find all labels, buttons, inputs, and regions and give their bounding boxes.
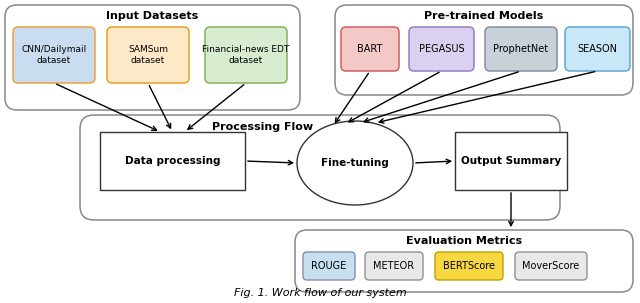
Bar <box>100 132 245 190</box>
FancyBboxPatch shape <box>13 27 95 83</box>
FancyBboxPatch shape <box>295 230 633 292</box>
FancyBboxPatch shape <box>303 252 355 280</box>
FancyBboxPatch shape <box>365 252 423 280</box>
FancyBboxPatch shape <box>80 115 560 220</box>
Text: SEASON: SEASON <box>577 44 618 54</box>
Text: Financial-news EDT
dataset: Financial-news EDT dataset <box>202 45 290 65</box>
Text: MoverScore: MoverScore <box>522 261 580 271</box>
FancyBboxPatch shape <box>409 27 474 71</box>
FancyBboxPatch shape <box>485 27 557 71</box>
Text: BERTScore: BERTScore <box>443 261 495 271</box>
Text: ROUGE: ROUGE <box>312 261 347 271</box>
Text: Fig. 1. Work flow of our system: Fig. 1. Work flow of our system <box>234 288 406 298</box>
Text: ProphetNet: ProphetNet <box>493 44 548 54</box>
FancyBboxPatch shape <box>515 252 587 280</box>
FancyBboxPatch shape <box>565 27 630 71</box>
Text: Data processing: Data processing <box>125 156 220 166</box>
Text: PEGASUS: PEGASUS <box>419 44 464 54</box>
Text: BART: BART <box>357 44 383 54</box>
Text: Output Summary: Output Summary <box>461 156 561 166</box>
Text: METEOR: METEOR <box>373 261 415 271</box>
Text: Processing Flow: Processing Flow <box>212 122 313 132</box>
Text: CNN/Dailymail
dataset: CNN/Dailymail dataset <box>21 45 86 65</box>
Text: Evaluation Metrics: Evaluation Metrics <box>406 236 522 246</box>
Ellipse shape <box>297 121 413 205</box>
FancyBboxPatch shape <box>5 5 300 110</box>
Text: Fine-tuning: Fine-tuning <box>321 158 389 168</box>
Bar <box>455 132 567 190</box>
FancyBboxPatch shape <box>335 5 633 95</box>
FancyBboxPatch shape <box>435 252 503 280</box>
FancyBboxPatch shape <box>107 27 189 83</box>
Text: Input Datasets: Input Datasets <box>106 11 198 21</box>
Text: SAMSum
dataset: SAMSum dataset <box>128 45 168 65</box>
Text: Pre-trained Models: Pre-trained Models <box>424 11 543 21</box>
FancyBboxPatch shape <box>205 27 287 83</box>
FancyBboxPatch shape <box>341 27 399 71</box>
